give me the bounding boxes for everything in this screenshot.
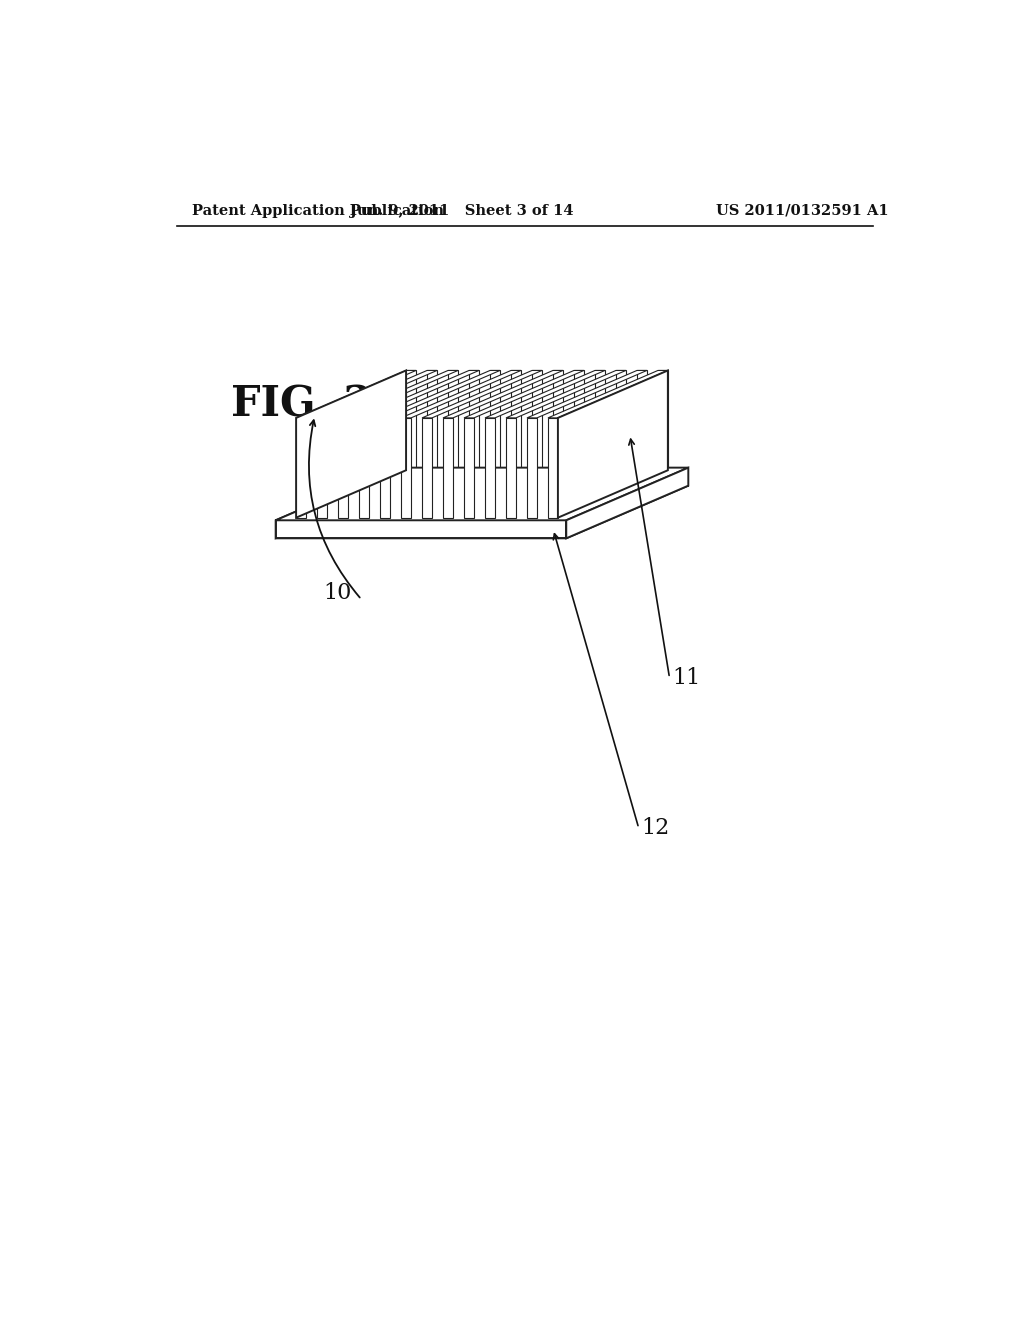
Text: 12: 12 bbox=[641, 817, 670, 840]
Polygon shape bbox=[380, 371, 500, 418]
Polygon shape bbox=[296, 371, 416, 418]
Polygon shape bbox=[595, 371, 605, 470]
Polygon shape bbox=[317, 418, 327, 517]
Polygon shape bbox=[558, 371, 668, 517]
Polygon shape bbox=[469, 371, 479, 470]
Text: Patent Application Publication: Patent Application Publication bbox=[193, 203, 444, 218]
Polygon shape bbox=[490, 371, 500, 470]
Polygon shape bbox=[296, 418, 306, 517]
Polygon shape bbox=[527, 371, 647, 418]
Polygon shape bbox=[657, 371, 668, 470]
Polygon shape bbox=[548, 418, 558, 517]
Text: US 2011/0132591 A1: US 2011/0132591 A1 bbox=[716, 203, 889, 218]
Polygon shape bbox=[296, 371, 407, 517]
Polygon shape bbox=[574, 371, 584, 470]
Polygon shape bbox=[338, 418, 348, 517]
Polygon shape bbox=[422, 418, 432, 517]
Polygon shape bbox=[401, 371, 521, 418]
Polygon shape bbox=[637, 371, 647, 470]
Polygon shape bbox=[275, 467, 688, 520]
Polygon shape bbox=[422, 371, 542, 418]
Polygon shape bbox=[548, 371, 668, 418]
Polygon shape bbox=[616, 371, 626, 470]
Text: 10: 10 bbox=[324, 582, 351, 605]
Polygon shape bbox=[527, 418, 537, 517]
Polygon shape bbox=[532, 371, 542, 470]
Text: 11: 11 bbox=[672, 667, 700, 689]
Polygon shape bbox=[566, 467, 688, 539]
Polygon shape bbox=[275, 486, 688, 539]
Polygon shape bbox=[443, 371, 563, 418]
Polygon shape bbox=[485, 418, 495, 517]
Polygon shape bbox=[359, 418, 369, 517]
Text: FIG. 3: FIG. 3 bbox=[230, 384, 372, 426]
Polygon shape bbox=[407, 371, 416, 470]
Polygon shape bbox=[275, 467, 397, 539]
Polygon shape bbox=[401, 418, 411, 517]
Polygon shape bbox=[449, 371, 458, 470]
Polygon shape bbox=[338, 371, 458, 418]
Polygon shape bbox=[464, 371, 584, 418]
Polygon shape bbox=[397, 467, 688, 486]
Polygon shape bbox=[359, 371, 479, 418]
Polygon shape bbox=[275, 520, 566, 539]
Polygon shape bbox=[553, 371, 563, 470]
Polygon shape bbox=[511, 371, 521, 470]
Polygon shape bbox=[485, 371, 605, 418]
Polygon shape bbox=[317, 371, 437, 418]
Text: Jun. 9, 2011   Sheet 3 of 14: Jun. 9, 2011 Sheet 3 of 14 bbox=[350, 203, 573, 218]
Polygon shape bbox=[464, 418, 474, 517]
Polygon shape bbox=[380, 418, 390, 517]
Polygon shape bbox=[506, 418, 516, 517]
Polygon shape bbox=[506, 371, 626, 418]
Polygon shape bbox=[443, 418, 453, 517]
Polygon shape bbox=[427, 371, 437, 470]
